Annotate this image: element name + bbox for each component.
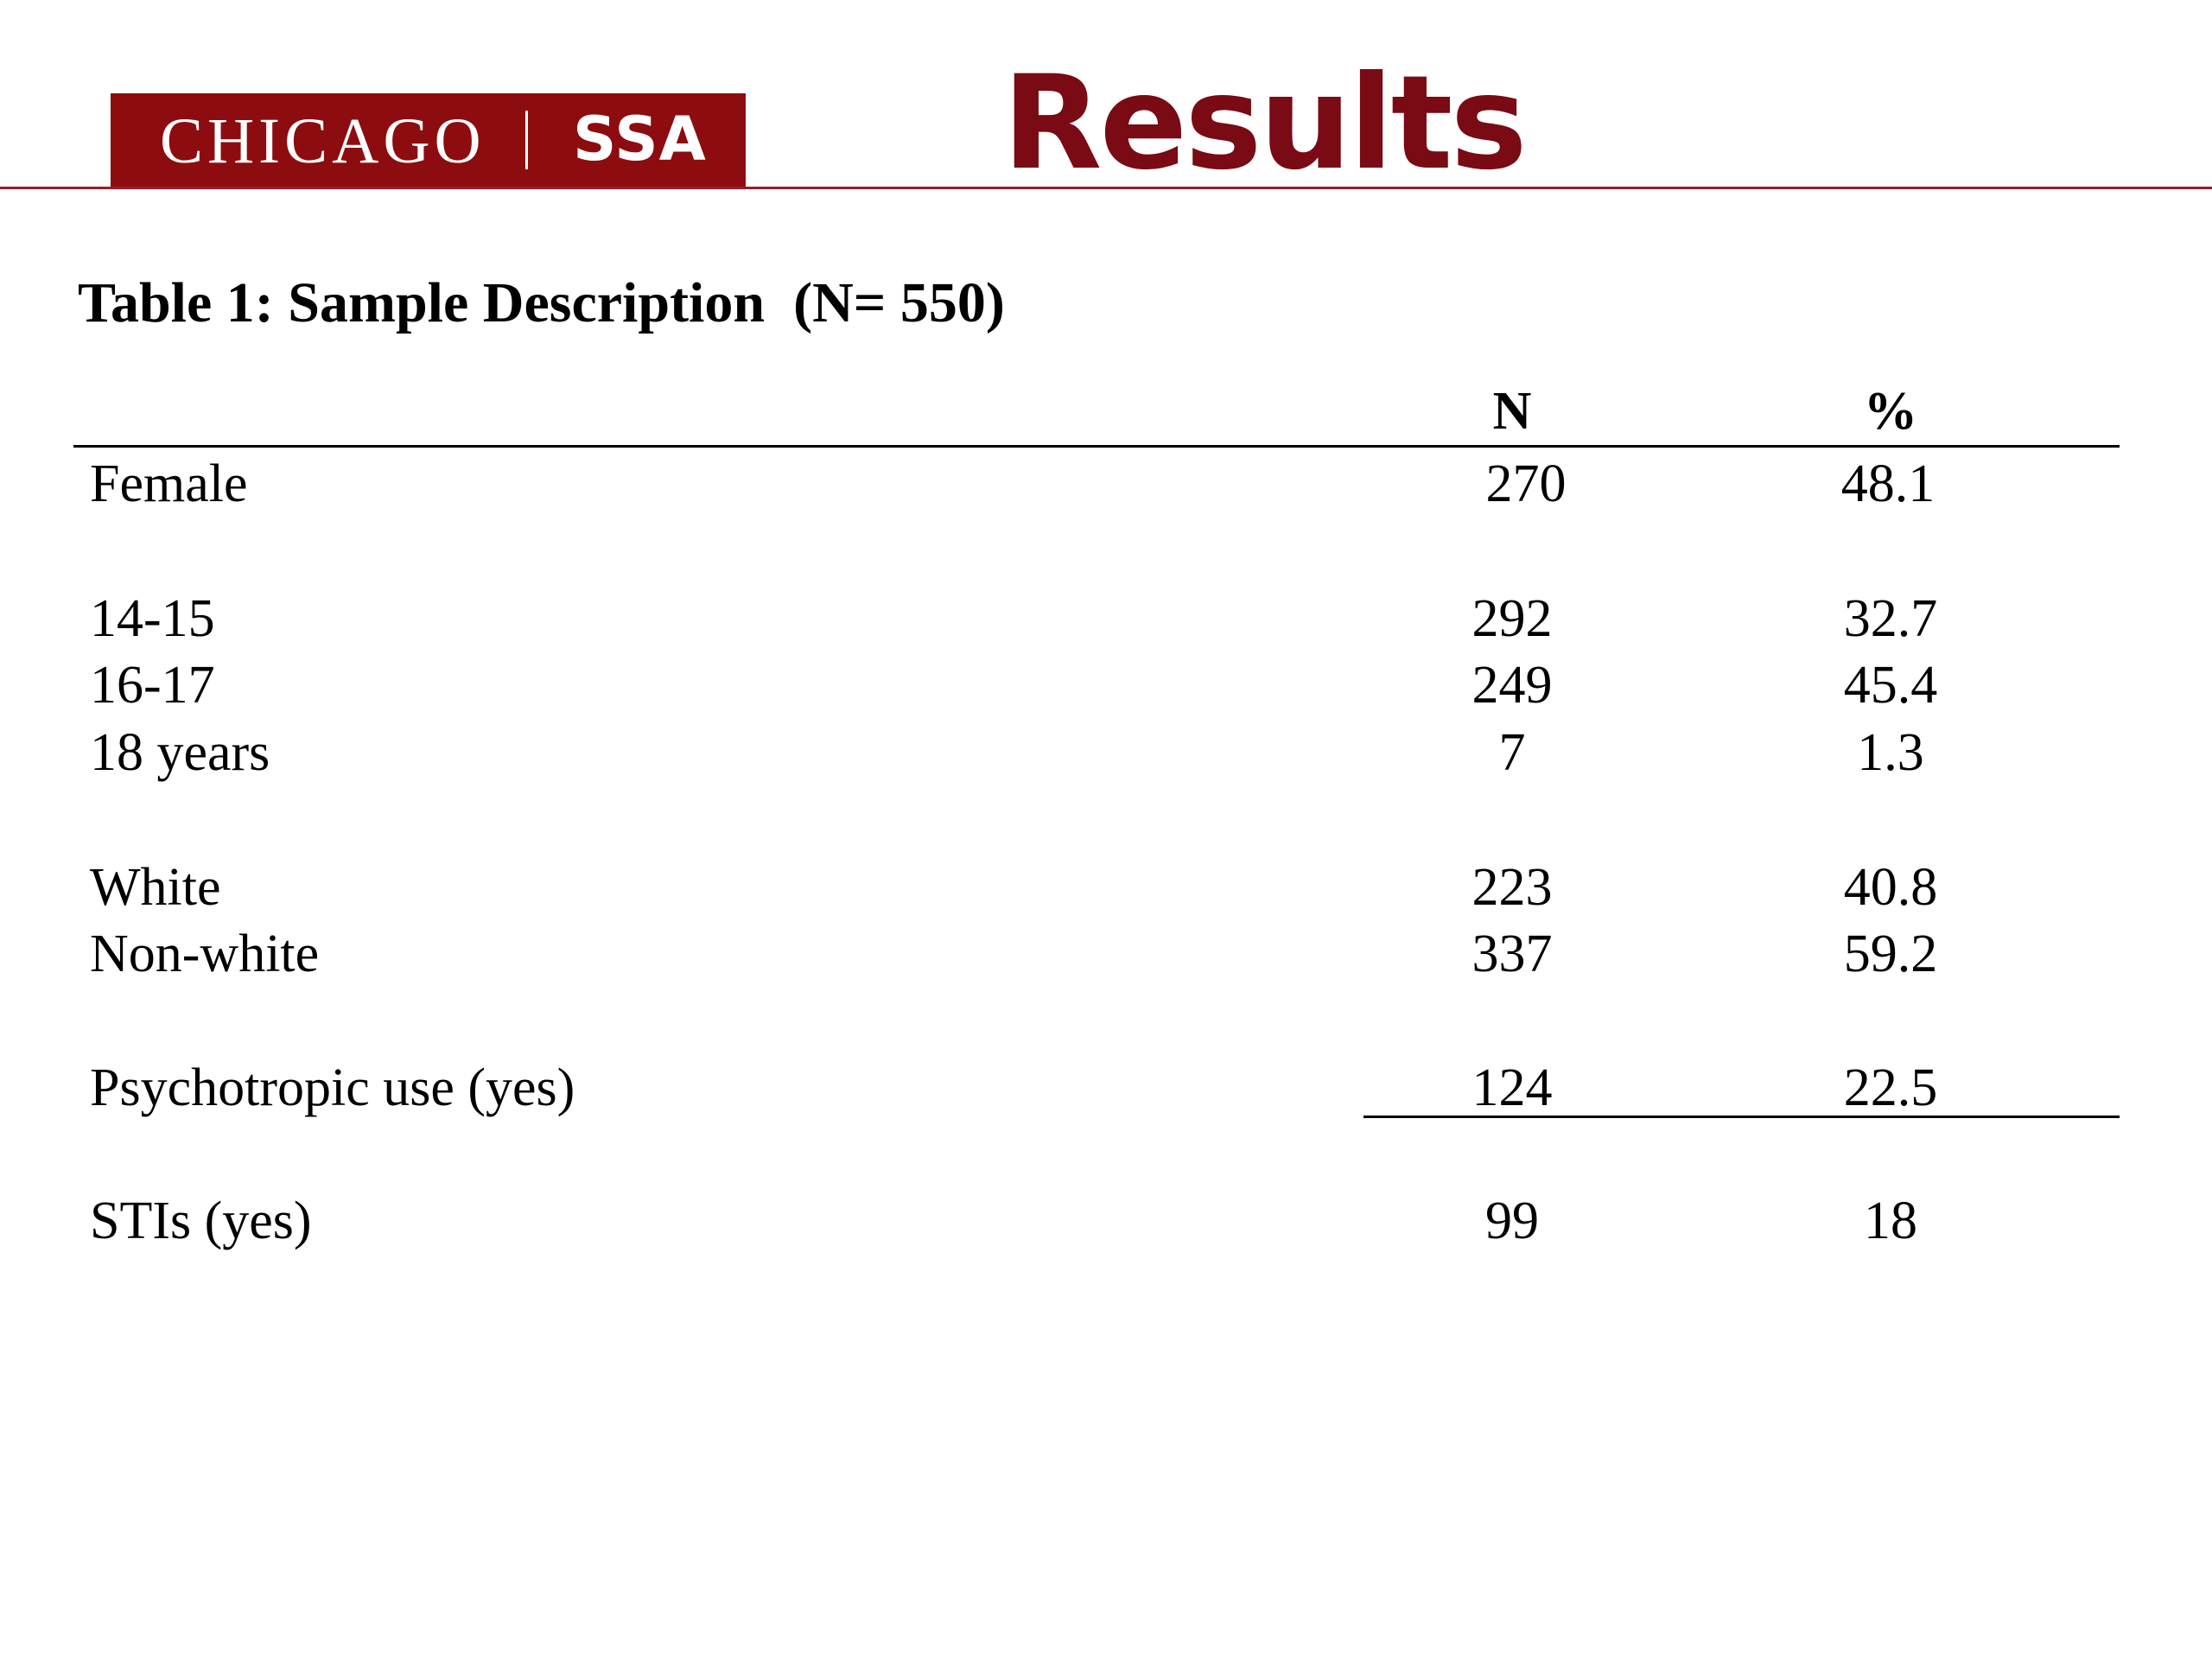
table-row-age-16-17: 16-17 249 45.4 (0, 655, 2212, 715)
row-percent-value: 40.8 (1843, 858, 1938, 917)
row-percent-value: 48.1 (1840, 454, 1936, 513)
row-percent-value: 18 (1864, 1192, 1917, 1250)
row-label: STIs (yes) (90, 1192, 312, 1250)
header-divider (0, 187, 2212, 189)
column-header-n: N (1492, 382, 1532, 441)
row-n-value: 337 (1471, 925, 1553, 983)
table-row-female: Female 270 48.1 (0, 454, 2212, 514)
table-row-age-14-15: 14-15 292 32.7 (0, 588, 2212, 649)
row-label: Female (90, 454, 248, 513)
row-n-value: 292 (1471, 589, 1553, 648)
row-n-value: 249 (1471, 656, 1553, 715)
table-title: Table 1: Sample Description (N= 550) (78, 271, 1005, 334)
row-percent-value: 59.2 (1843, 925, 1938, 983)
row-n-value: 99 (1485, 1192, 1539, 1250)
column-header-percent: % (1864, 382, 1917, 441)
row-label: 16-17 (90, 656, 215, 715)
logo-chicago-text: CHICAGO (160, 105, 486, 177)
row-label: White (90, 858, 221, 917)
row-percent-value: 22.5 (1843, 1058, 1938, 1117)
page-title: Results (1002, 48, 1528, 199)
table-row-non-white: Non-white 337 59.2 (0, 924, 2212, 984)
logo-divider (525, 111, 528, 169)
row-percent-value: 32.7 (1843, 589, 1938, 648)
row-n-value: 124 (1471, 1058, 1553, 1117)
row-n-value: 7 (1498, 723, 1526, 782)
row-n-value: 223 (1471, 858, 1553, 917)
row-label: Psychotropic use (yes) (90, 1058, 575, 1117)
logo-ssa-text: SSA (573, 104, 707, 175)
row-n-value: 270 (1485, 454, 1567, 513)
row-label: 18 years (90, 723, 270, 782)
table-row-white: White 223 40.8 (0, 857, 2212, 918)
chicago-ssa-logo: CHICAGO SSA (111, 93, 746, 188)
table-bottom-rule (1363, 1116, 2120, 1118)
table-row-psychotropic-use: Psychotropic use (yes) 124 22.5 (0, 1058, 2212, 1118)
row-label: Non-white (90, 925, 320, 983)
row-percent-value: 45.4 (1843, 656, 1938, 715)
table-top-rule (73, 445, 2120, 448)
table-row-age-18: 18 years 7 1.3 (0, 722, 2212, 783)
row-label: 14-15 (90, 589, 215, 648)
row-percent-value: 1.3 (1857, 723, 1924, 782)
table-row-stis: STIs (yes) 99 18 (0, 1191, 2212, 1251)
